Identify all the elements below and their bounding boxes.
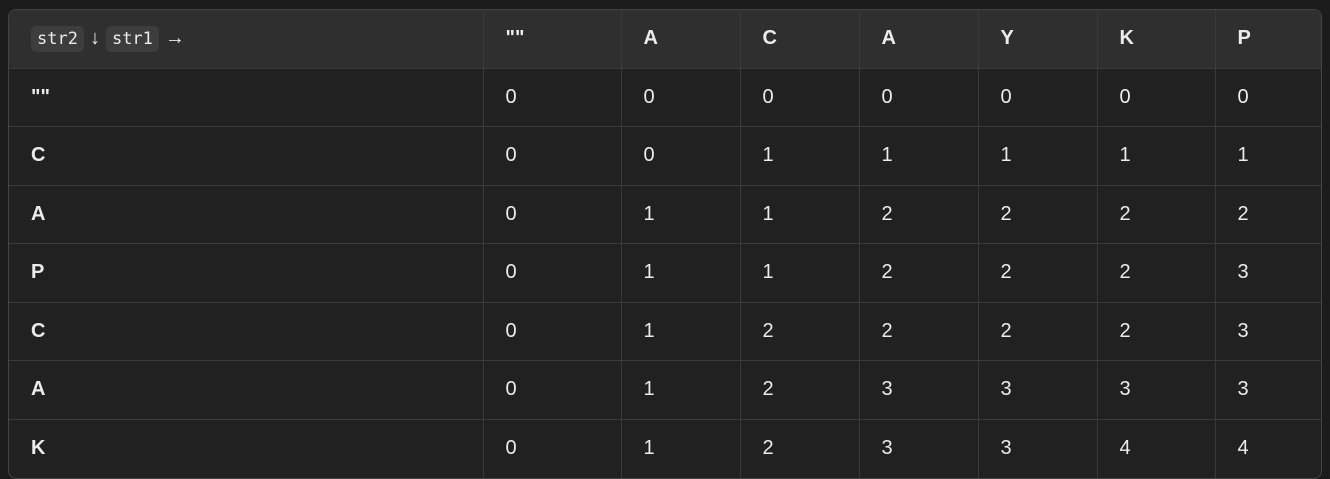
cell: 0 bbox=[621, 126, 741, 186]
cell: 0 bbox=[978, 68, 1098, 127]
table-row: "" 0 0 0 0 0 0 0 bbox=[9, 68, 1321, 127]
header-row: str2 ↓ str1 → "" A C A Y K P bbox=[9, 10, 1321, 69]
cell: 2 bbox=[740, 360, 860, 420]
cell: 4 bbox=[1237, 437, 1249, 459]
cell: 3 bbox=[978, 419, 1098, 478]
cell: 2 bbox=[1097, 243, 1216, 303]
table-container: str2 ↓ str1 → "" A C A Y K P "" 0 0 0 0 0 0 0 C 0 0 1 1 1 1 1 A 0 1… bbox=[8, 9, 1322, 479]
cell: 2 bbox=[978, 185, 1098, 244]
cell: 1 bbox=[621, 185, 741, 244]
column-header: A bbox=[859, 10, 979, 69]
cell: 1 bbox=[978, 126, 1098, 186]
cell: 0 bbox=[1097, 68, 1216, 127]
column-header: P bbox=[1215, 10, 1321, 69]
cell: 1 bbox=[621, 419, 741, 478]
cell: 2 bbox=[859, 243, 979, 303]
cell: 1 bbox=[621, 302, 741, 361]
cell: 0 bbox=[483, 185, 622, 244]
cell: 0 bbox=[1215, 68, 1321, 127]
column-header: Y bbox=[978, 10, 1098, 69]
cell: 3 bbox=[1097, 360, 1216, 420]
cell: 0 bbox=[621, 68, 741, 127]
cell: 2 bbox=[740, 419, 860, 478]
cell: 1 bbox=[621, 243, 741, 303]
cell: 1 bbox=[621, 360, 741, 420]
cell: 1 bbox=[740, 243, 860, 303]
row-header: "" bbox=[9, 68, 484, 127]
cell: 2 bbox=[859, 185, 979, 244]
cell: 1 bbox=[1215, 126, 1321, 186]
cell: 4 bbox=[1097, 419, 1216, 478]
cell: 3 bbox=[1215, 243, 1321, 303]
cell: 1 bbox=[740, 185, 860, 244]
dp-table: str2 ↓ str1 → "" A C A Y K P "" 0 0 0 0 0 0 0 C 0 0 1 1 1 1 1 A 0 1… bbox=[9, 10, 1321, 478]
corner-cell: str2 ↓ str1 → bbox=[9, 10, 484, 69]
cell: 0 bbox=[859, 68, 979, 127]
cell: 0 bbox=[740, 68, 860, 127]
column-header: "" bbox=[483, 10, 622, 69]
cell: 2 bbox=[740, 302, 860, 361]
row-header: A bbox=[9, 185, 484, 244]
cell: 0 bbox=[483, 360, 622, 420]
column-header: C bbox=[740, 10, 860, 69]
cell: 2 bbox=[978, 243, 1098, 303]
column-header: K bbox=[1097, 10, 1216, 69]
row-header: A bbox=[9, 360, 484, 420]
cell: 3 bbox=[978, 360, 1098, 420]
column-header: A bbox=[621, 10, 741, 69]
table-body: "" 0 0 0 0 0 0 0 C 0 0 1 1 1 1 1 A 0 1 1 2 2 2 2 P 0 1 1 2 2 2 3 C 0 1 2 2 2 2… bbox=[9, 68, 1321, 478]
cell: 0 bbox=[483, 68, 622, 127]
arrow: → bbox=[164, 27, 185, 50]
cell: 1 bbox=[740, 126, 860, 186]
row-header: P bbox=[9, 243, 484, 303]
cell: 0 bbox=[483, 302, 622, 361]
cell: 3 bbox=[1215, 302, 1321, 361]
cell: 3 bbox=[859, 419, 979, 478]
cell: 0 bbox=[483, 126, 622, 186]
cell: 2 bbox=[978, 302, 1098, 361]
row-header: K bbox=[9, 419, 484, 478]
row-header: C bbox=[9, 126, 484, 186]
cell: 3 bbox=[859, 360, 979, 420]
cell: 1 bbox=[859, 126, 979, 186]
cell: 3 bbox=[1215, 360, 1321, 420]
cell: 0 bbox=[483, 243, 622, 303]
code-label: str2 bbox=[31, 26, 84, 53]
cell: 2 bbox=[859, 302, 979, 361]
cell: 0 bbox=[483, 419, 622, 478]
row-header: C bbox=[9, 302, 484, 361]
code-label: str1 bbox=[105, 26, 159, 53]
cell: 2 bbox=[1215, 185, 1321, 244]
cell: 2 bbox=[1097, 185, 1216, 244]
cell: 1 bbox=[1097, 126, 1216, 186]
cell: 2 bbox=[1097, 302, 1216, 361]
arrow: ↓ bbox=[89, 27, 100, 50]
